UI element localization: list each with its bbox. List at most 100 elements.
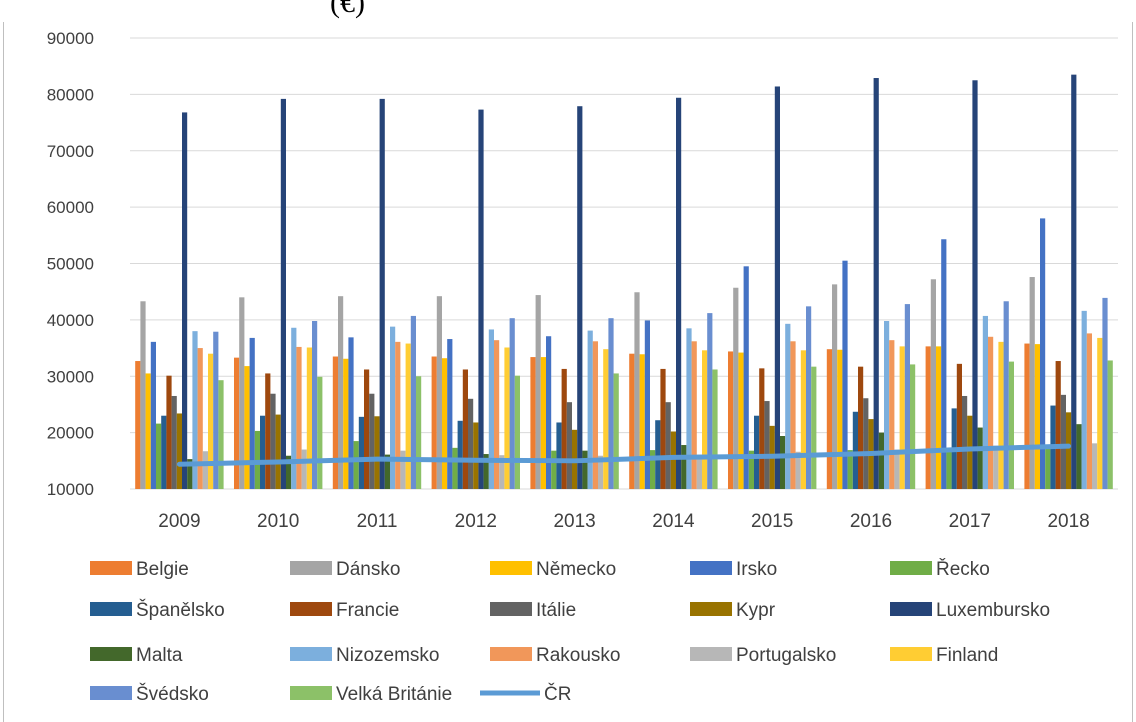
bar-nizozemsko-2012 [488, 329, 494, 489]
bar-irsko-2018 [1040, 218, 1046, 489]
bar-itálie-2013 [566, 402, 572, 489]
bar-francie-2017 [956, 363, 962, 489]
y-tick-label-30000: 30000 [47, 367, 94, 386]
y-tick-label-80000: 80000 [47, 85, 94, 104]
bar-finland-2013 [603, 349, 609, 489]
bar-francie-2012 [462, 369, 468, 489]
x-tick-label-2011: 2011 [357, 511, 398, 532]
bar-finland-2010 [306, 347, 312, 489]
legend-label-portugalsko: Portugalsko [736, 645, 836, 666]
legend-marker-irsko [690, 561, 732, 575]
bar-rakousko-2013 [592, 341, 598, 489]
bar-belgie-2012 [431, 356, 437, 489]
bar-belgie-2018 [1024, 343, 1030, 489]
bar-belgie-2013 [530, 357, 536, 489]
bar-dánsko-2009 [140, 301, 146, 489]
bar-řecko-2012 [452, 447, 458, 489]
bar-kypr-2010 [275, 414, 281, 489]
bar-velká-británie-2010 [317, 376, 323, 489]
bar-luxembursko-2014 [676, 97, 682, 489]
x-tick-label-2013: 2013 [553, 511, 595, 532]
bar-švédsko-2012 [509, 318, 515, 489]
bar-rakousko-2016 [889, 340, 895, 489]
legend-marker-řecko [890, 561, 932, 575]
bar-rakousko-2012 [494, 340, 500, 489]
bar-německo-2016 [837, 349, 843, 489]
bar-francie-2010 [265, 373, 271, 489]
legend-marker-velká-británie [290, 686, 332, 700]
bar-luxembursko-2013 [577, 106, 583, 490]
bar-dánsko-2015 [733, 287, 739, 489]
bar-nizozemsko-2009 [192, 331, 198, 489]
bar-belgie-2015 [728, 351, 734, 489]
y-tick-label-50000: 50000 [47, 255, 94, 274]
bar-švédsko-2011 [410, 315, 416, 489]
bar-velká-británie-2018 [1107, 360, 1113, 489]
bar-řecko-2017 [946, 448, 952, 489]
bar-itálie-2016 [863, 398, 869, 489]
x-tick-label-2016: 2016 [850, 511, 892, 532]
bar-rakousko-2014 [691, 341, 697, 489]
bar-kypr-2011 [374, 416, 380, 489]
bar-velká-británie-2011 [416, 376, 422, 489]
y-tick-label-40000: 40000 [47, 311, 94, 330]
bar-švédsko-2014 [707, 313, 713, 489]
bar-dánsko-2010 [239, 297, 245, 489]
bar-malta-2014 [681, 445, 687, 489]
y-tick-label-10000: 10000 [47, 480, 94, 499]
bar-finland-2011 [405, 343, 411, 489]
bar-španělsko-2016 [852, 411, 858, 489]
bar-španělsko-2010 [260, 415, 266, 489]
bar-itálie-2015 [764, 401, 770, 489]
bar-dánsko-2011 [338, 296, 344, 489]
bar-portugalsko-2012 [499, 455, 505, 489]
bar-portugalsko-2017 [993, 445, 999, 489]
bar-nizozemsko-2014 [686, 328, 692, 489]
bar-rakousko-2009 [197, 348, 203, 489]
legend-label-rakousko: Rakousko [536, 645, 621, 666]
bar-malta-2015 [780, 436, 786, 489]
legend-label-belgie: Belgie [136, 559, 189, 580]
bar-francie-2016 [858, 366, 864, 489]
x-tick-label-2014: 2014 [652, 511, 695, 532]
bar-itálie-2014 [665, 402, 671, 489]
bar-španělsko-2014 [655, 420, 661, 489]
bar-dánsko-2017 [930, 279, 936, 489]
bar-irsko-2017 [941, 239, 947, 489]
bar-kypr-2014 [670, 431, 676, 489]
bar-itálie-2009 [171, 395, 177, 489]
legend-marker-dánsko [290, 561, 332, 575]
legend-marker-švédsko [90, 686, 132, 700]
y-tick-label-70000: 70000 [47, 142, 94, 161]
bar-nizozemsko-2017 [982, 315, 988, 489]
legend-label-kypr: Kypr [736, 600, 776, 621]
bar-portugalsko-2018 [1092, 443, 1098, 489]
bar-luxembursko-2011 [379, 98, 385, 489]
bar-velká-británie-2017 [1008, 361, 1014, 489]
bar-řecko-2009 [156, 423, 162, 489]
x-tick-label-2009: 2009 [158, 511, 200, 532]
bar-rakousko-2018 [1086, 333, 1092, 489]
bar-německo-2012 [442, 358, 448, 489]
legend-marker-luxembursko [890, 602, 932, 616]
bar-kypr-2018 [1066, 412, 1072, 489]
bar-irsko-2009 [150, 341, 156, 489]
legend-label-nizozemsko: Nizozemsko [336, 645, 439, 666]
legend-label-čr: ČR [544, 683, 571, 705]
legend-marker-francie [290, 602, 332, 616]
bar-itálie-2010 [270, 393, 276, 489]
legend-label-španělsko: Španělsko [136, 599, 225, 621]
bar-řecko-2014 [650, 450, 656, 489]
bar-finland-2016 [899, 346, 905, 489]
bar-portugalsko-2013 [598, 455, 604, 489]
legend-label-velká-británie: Velká Británie [336, 684, 452, 705]
legend-label-finland: Finland [936, 645, 998, 666]
bar-kypr-2017 [967, 415, 973, 489]
bar-švédsko-2010 [312, 321, 318, 489]
legend-label-dánsko: Dánsko [336, 559, 400, 580]
bar-malta-2010 [286, 455, 292, 489]
bar-itálie-2018 [1060, 394, 1066, 489]
legend-label-irsko: Irsko [736, 559, 777, 580]
bar-řecko-2011 [353, 441, 359, 489]
